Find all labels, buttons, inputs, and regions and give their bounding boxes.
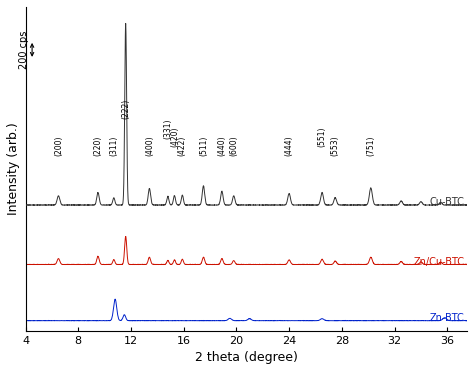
- X-axis label: 2 theta (degree): 2 theta (degree): [195, 351, 298, 364]
- Y-axis label: Intensity (arb.): Intensity (arb.): [7, 122, 20, 215]
- Text: (400): (400): [145, 135, 154, 155]
- Text: (220): (220): [93, 135, 102, 155]
- Text: (420): (420): [170, 127, 179, 147]
- Text: Cu-BTC: Cu-BTC: [429, 197, 465, 207]
- Text: (331): (331): [164, 119, 173, 139]
- Text: 200 cps: 200 cps: [19, 31, 29, 69]
- Text: (200): (200): [54, 135, 63, 155]
- Text: (600): (600): [229, 135, 238, 155]
- Text: (444): (444): [284, 135, 293, 155]
- Text: (553): (553): [331, 135, 340, 155]
- Text: (511): (511): [199, 135, 208, 155]
- Text: (222): (222): [121, 99, 130, 119]
- Text: (440): (440): [218, 135, 227, 155]
- Text: Zn/Cu-BTC: Zn/Cu-BTC: [413, 257, 465, 267]
- Text: (311): (311): [109, 135, 118, 155]
- Text: (751): (751): [366, 135, 375, 155]
- Text: (422): (422): [178, 135, 187, 155]
- Text: (551): (551): [318, 127, 327, 147]
- Text: Zn-BTC: Zn-BTC: [429, 313, 465, 323]
